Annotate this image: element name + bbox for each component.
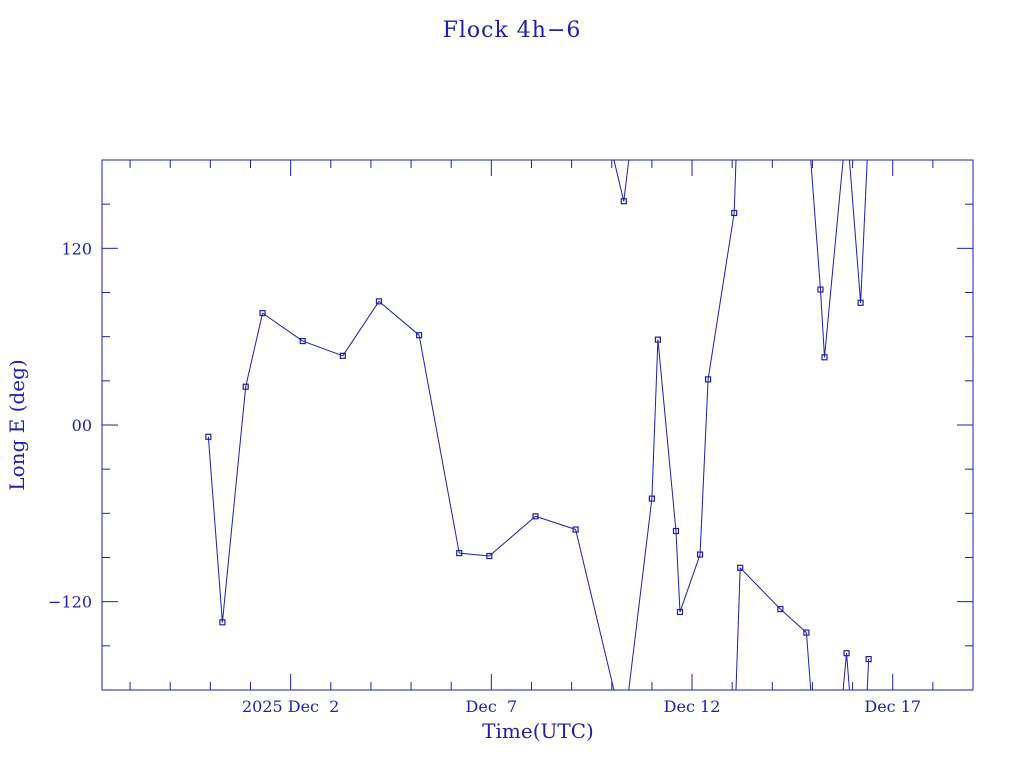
series-line-segment <box>207 436 223 623</box>
data-point <box>572 526 579 533</box>
data-point <box>821 354 828 361</box>
series-line-segment <box>623 159 630 202</box>
series-line-segment <box>819 289 825 358</box>
tick-labels: −120 00 120 2025 Dec 2 Dec 7 Dec 12 Dec 17 <box>48 239 921 716</box>
series-line-segment <box>733 159 737 214</box>
data-point <box>672 527 680 535</box>
data-point <box>415 332 423 339</box>
data-point <box>299 337 306 345</box>
series-line-segment <box>780 608 807 633</box>
series-line-segment <box>860 159 868 303</box>
series-line-segment <box>675 530 681 612</box>
x-tick-label: Dec 7 <box>466 697 518 716</box>
series-line-segment <box>848 159 862 303</box>
data-point <box>486 552 493 560</box>
series-line-segment <box>842 653 848 691</box>
series-longitude <box>205 159 872 691</box>
data-point <box>456 549 463 557</box>
series-line-segment <box>459 552 490 557</box>
series-line-segment <box>535 515 576 531</box>
data-point <box>777 605 784 613</box>
series-line-segment <box>418 335 460 554</box>
series-line-segment <box>699 379 709 555</box>
data-point <box>843 650 850 657</box>
series-line-segment <box>735 567 741 691</box>
data-point <box>857 299 864 306</box>
data-point <box>803 629 810 636</box>
series-line-segment <box>707 212 735 380</box>
data-point <box>532 513 539 520</box>
data-point <box>817 286 824 293</box>
data-point <box>737 564 744 571</box>
series-line-segment <box>866 659 870 691</box>
series-line-segment <box>302 340 344 357</box>
series-line-segment <box>262 312 303 342</box>
series-line-segment <box>739 567 781 610</box>
series-line-segment <box>342 301 380 357</box>
series-line-segment <box>245 312 264 387</box>
chart-title: Flock 4h−6 <box>443 18 582 43</box>
x-tick-label: Dec 17 <box>864 697 921 716</box>
y-tick-label: 00 <box>72 416 92 435</box>
series-line-segment <box>378 300 420 336</box>
data-point <box>205 433 212 440</box>
series-line-segment <box>846 653 850 691</box>
data-point <box>654 336 662 343</box>
series-line-segment <box>805 632 812 691</box>
data-point <box>259 310 266 317</box>
data-point <box>696 551 704 558</box>
data-point <box>339 352 346 359</box>
series-line-segment <box>221 386 247 623</box>
tick-marks <box>102 160 973 690</box>
series-line-segment <box>823 159 844 358</box>
series-line-segment <box>628 498 653 691</box>
data-point <box>242 383 249 390</box>
plot-frame <box>101 159 974 691</box>
data-point <box>676 608 684 616</box>
series-line-segment <box>679 554 701 613</box>
data-point <box>219 619 226 626</box>
data-point <box>648 495 655 502</box>
series-line-segment <box>651 339 659 499</box>
series-line-segment <box>810 159 821 290</box>
data-point <box>865 655 872 663</box>
series-line-segment <box>575 529 615 691</box>
series-line-segment <box>489 515 536 557</box>
data-point <box>704 376 712 383</box>
data-point <box>375 298 383 305</box>
data-point <box>731 209 738 217</box>
y-tick-label: 120 <box>61 239 92 258</box>
data-point <box>620 198 627 205</box>
x-tick-label: 2025 Dec 2 <box>242 697 339 716</box>
y-axis-label: Long E (deg) <box>5 359 29 490</box>
x-axis-label: Time(UTC) <box>482 719 594 743</box>
series-line-segment <box>657 339 677 532</box>
x-tick-label: Dec 12 <box>664 697 721 716</box>
y-tick-label: −120 <box>48 593 92 612</box>
series-line-segment <box>613 159 625 202</box>
